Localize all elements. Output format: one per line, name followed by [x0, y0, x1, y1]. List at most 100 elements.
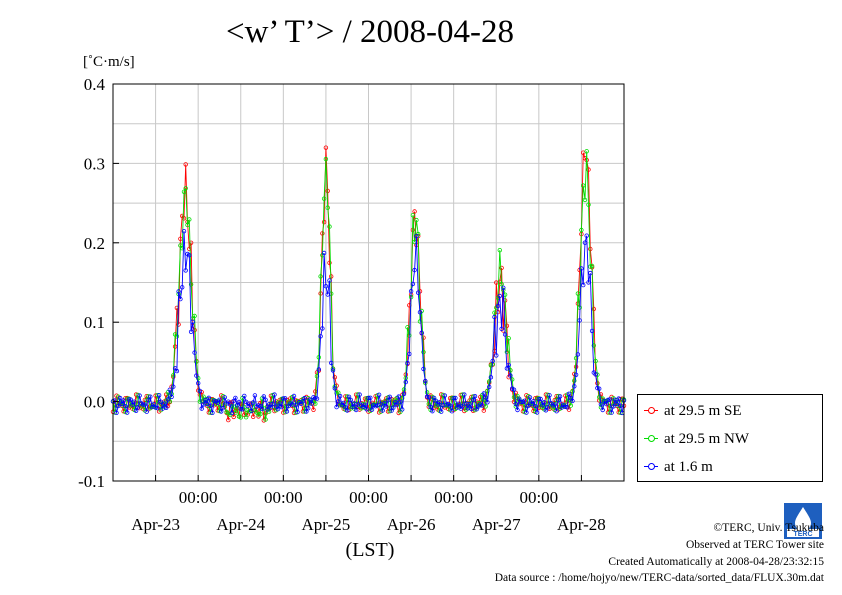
data-point	[229, 410, 235, 416]
data-point	[506, 362, 511, 368]
data-point	[336, 390, 341, 395]
series-2	[110, 228, 627, 416]
chart-title: <w’ T’> / 2008-04-28	[225, 14, 515, 50]
data-point	[472, 394, 478, 399]
data-point	[353, 407, 359, 413]
data-point	[135, 405, 140, 410]
data-point	[618, 403, 623, 408]
x-date-label: Apr-28	[557, 515, 606, 534]
data-point	[227, 402, 233, 407]
data-point	[593, 372, 598, 377]
data-point	[259, 406, 265, 412]
y-tick-label: 0.4	[84, 75, 106, 94]
data-point	[570, 389, 575, 394]
data-point	[565, 405, 570, 410]
data-point	[385, 398, 391, 403]
data-point	[495, 303, 501, 309]
data-point	[236, 399, 242, 405]
data-point	[316, 355, 321, 360]
data-point	[483, 395, 488, 400]
data-point	[547, 393, 552, 398]
data-point	[437, 400, 442, 405]
data-point	[504, 349, 510, 355]
x-time-label: 00:00	[179, 488, 218, 507]
data-point	[502, 332, 508, 337]
data-point	[542, 400, 547, 405]
data-point	[243, 399, 249, 404]
data-point	[341, 400, 346, 406]
x-date-label: Apr-24	[216, 515, 265, 534]
data-point	[183, 268, 188, 273]
data-point	[195, 381, 201, 386]
legend-item-se: at 29.5 m SE	[644, 401, 742, 421]
data-point	[337, 393, 343, 399]
data-point	[336, 399, 341, 404]
data-point	[155, 405, 160, 411]
credit-source: Data source : /home/hojyo/new/TERC-data/…	[494, 572, 824, 584]
data-point	[575, 352, 581, 357]
data-point	[218, 409, 224, 414]
data-point	[598, 402, 604, 407]
data-point	[179, 245, 185, 251]
data-point	[307, 397, 313, 402]
data-point	[589, 328, 595, 334]
data-point	[320, 326, 325, 331]
data-point	[481, 391, 486, 396]
data-point	[137, 393, 142, 398]
data-point	[566, 391, 572, 396]
data-point	[467, 401, 472, 407]
data-point	[396, 394, 401, 399]
data-point	[343, 405, 348, 410]
data-point	[123, 404, 128, 409]
data-point	[511, 387, 517, 392]
data-point	[188, 329, 194, 334]
data-point	[332, 386, 337, 391]
data-point	[295, 409, 300, 415]
data-point	[600, 407, 605, 413]
data-point	[153, 405, 158, 410]
legend-marker-nw	[644, 432, 658, 446]
legend-item-nw: at 29.5 m NW	[644, 429, 749, 449]
legend-marker-se	[644, 404, 658, 418]
data-point	[499, 282, 504, 287]
data-point	[439, 409, 444, 414]
data-point	[156, 393, 162, 398]
data-point	[242, 393, 247, 399]
x-axis-label: (LST)	[346, 539, 395, 561]
y-tick-label: 0.0	[84, 393, 105, 412]
data-point	[327, 278, 332, 283]
data-point	[485, 400, 490, 405]
data-point	[238, 415, 243, 420]
data-point	[174, 305, 180, 311]
data-point	[201, 394, 206, 399]
data-point	[208, 403, 213, 408]
data-point	[348, 397, 353, 403]
data-point	[176, 322, 181, 327]
data-point	[345, 408, 350, 413]
data-point	[321, 196, 327, 201]
data-point	[414, 233, 419, 239]
data-point	[197, 388, 203, 394]
data-point	[362, 402, 368, 407]
data-point	[522, 398, 527, 403]
data-point	[531, 399, 536, 404]
data-point	[281, 396, 286, 401]
data-point	[306, 406, 311, 411]
data-point	[412, 267, 417, 273]
data-point	[570, 398, 575, 404]
data-point	[252, 393, 258, 398]
data-point	[238, 406, 243, 412]
data-point	[573, 372, 579, 377]
data-point	[410, 212, 416, 218]
data-point	[515, 407, 520, 413]
data-point	[614, 401, 620, 407]
data-point	[261, 394, 266, 399]
data-point	[471, 397, 476, 403]
data-point	[114, 410, 119, 415]
data-point	[217, 397, 222, 402]
credit-observed: Observed at TERC Tower site	[685, 539, 824, 551]
data-point	[192, 327, 197, 333]
legend-marker-near	[644, 460, 658, 474]
data-point	[258, 411, 263, 417]
data-point	[263, 411, 268, 416]
